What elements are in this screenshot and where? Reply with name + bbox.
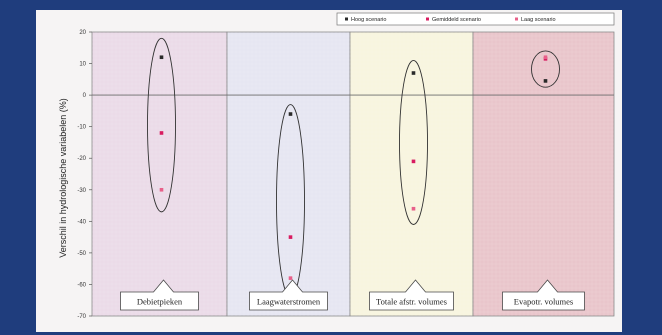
point-series3-cat2 bbox=[288, 276, 293, 280]
category-label-2: Laagwaterstromen bbox=[257, 297, 321, 307]
point-series2-cat2 bbox=[288, 235, 293, 239]
y-tick-label: -40 bbox=[77, 219, 86, 225]
panel-1 bbox=[91, 31, 228, 317]
legend-box bbox=[336, 12, 615, 26]
category-label-3: Totale afstr. volumes bbox=[376, 297, 447, 307]
legend-marker-1 bbox=[345, 17, 348, 21]
panel-3 bbox=[349, 31, 474, 317]
category-callout-4 bbox=[502, 279, 585, 311]
point-series3-cat1 bbox=[159, 187, 164, 192]
y-tick-label: -10 bbox=[77, 125, 86, 131]
point-series1-cat4 bbox=[543, 79, 548, 83]
y-tick-label: -60 bbox=[77, 282, 86, 288]
category-callout-2 bbox=[249, 279, 328, 311]
y-tick-label: 20 bbox=[79, 30, 86, 36]
y-tick-label: -30 bbox=[77, 188, 86, 194]
y-tick-label: 10 bbox=[79, 62, 86, 68]
y-tick-label: 0 bbox=[83, 93, 87, 99]
range-ellipse-4 bbox=[531, 50, 560, 88]
legend: Hoog scenario Gemiddeld scenario Laag scen… bbox=[336, 12, 615, 26]
legend-label-2: Gemiddeld scenario bbox=[432, 17, 481, 23]
point-series3-cat4 bbox=[543, 55, 548, 60]
legend-label-3: Laag scenario bbox=[521, 17, 556, 23]
panel-2 bbox=[226, 31, 351, 317]
range-ellipse-1 bbox=[147, 37, 176, 213]
point-series3-cat3 bbox=[411, 206, 416, 211]
category-callout-3 bbox=[369, 279, 454, 311]
point-series2-cat3 bbox=[411, 159, 416, 164]
category-callout-1 bbox=[120, 279, 199, 311]
point-series2-cat1 bbox=[159, 131, 164, 135]
point-series1-cat2 bbox=[288, 112, 293, 116]
category-label-4: Evapotr. volumes bbox=[514, 297, 574, 307]
range-ellipse-3 bbox=[399, 59, 428, 225]
y-tick-label: -50 bbox=[77, 251, 86, 257]
legend-marker-2 bbox=[426, 17, 429, 21]
y-axis-label: Verschil in hydrologische variabelen (%) bbox=[58, 98, 68, 258]
point-series1-cat3 bbox=[411, 71, 416, 75]
category-label-1: Debietpieken bbox=[137, 297, 183, 307]
panel-4 bbox=[472, 31, 615, 317]
chart-frame: Debietpieken Laagwaterstromen Totale afstr… bbox=[36, 10, 622, 332]
y-tick-label: -20 bbox=[77, 156, 86, 162]
chart: Debietpieken Laagwaterstromen Totale afstr… bbox=[58, 12, 615, 320]
legend-marker-3 bbox=[515, 17, 518, 21]
legend-label-1: Hoog scenario bbox=[351, 17, 386, 23]
point-series1-cat1 bbox=[159, 55, 164, 60]
y-tick-label: -70 bbox=[77, 314, 86, 320]
